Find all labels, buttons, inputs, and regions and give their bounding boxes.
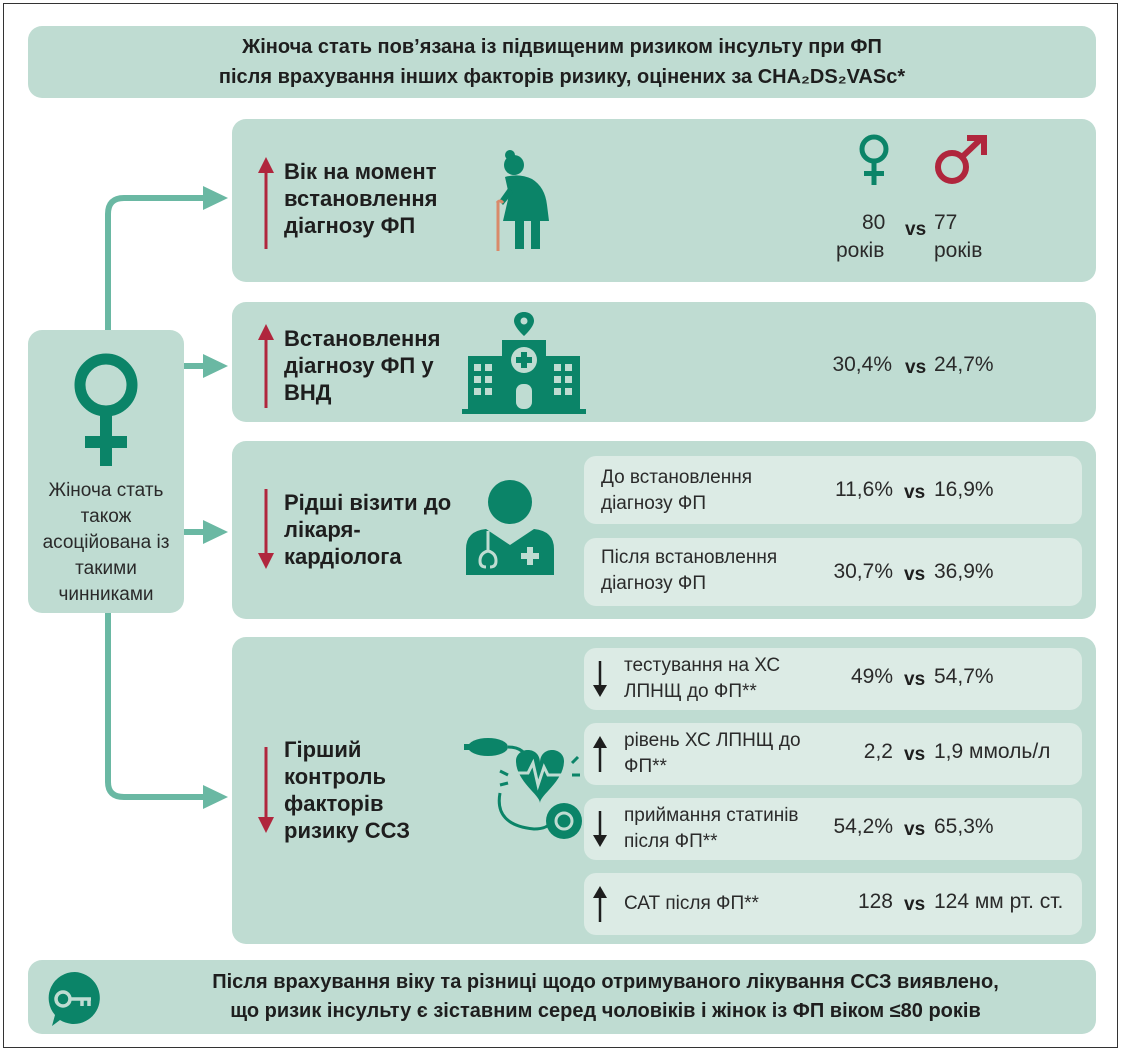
elderly-woman-icon — [495, 150, 549, 251]
item-male-value: 54,7% — [934, 665, 994, 688]
arrow-down-icon — [258, 747, 274, 833]
row-age-female-unit: років — [836, 239, 885, 262]
vs-label: vs — [904, 669, 926, 690]
female-factor-text: Жіноча стать також асоційована із такими… — [42, 480, 170, 605]
item-male-value: 36,9% — [934, 560, 994, 583]
item-female-value: 128 — [857, 890, 893, 913]
figure-frame — [3, 3, 1118, 1048]
arrow-down-icon — [593, 811, 607, 847]
title-line-2: після врахування інших факторів ризику, … — [218, 66, 906, 88]
item-male-value: 65,3% — [934, 815, 994, 838]
male-symbol-icon — [935, 135, 987, 184]
item-female-value: 54,2% — [833, 815, 893, 838]
item-label: рівень ХС ЛПНЩ до ФП** — [624, 730, 801, 777]
item-female-value: 49% — [850, 665, 893, 688]
vs-label: vs — [904, 564, 926, 585]
row-hospital-male-value: 24,7% — [934, 353, 994, 376]
row-risk-control-panel: Гірший контроль факторів ризику ССЗ тест… — [232, 637, 1096, 944]
arrow-down-icon — [593, 661, 607, 697]
item-male-value: 124 мм рт. ст. — [934, 890, 1064, 913]
item-male-value: 16,9% — [934, 478, 994, 501]
arrow-up-icon — [258, 157, 274, 249]
vs-label: vs — [905, 219, 927, 240]
item-male-value: 1,9 ммоль/л — [934, 740, 1051, 763]
item-female-value: 11,6% — [835, 478, 893, 501]
row-age-panel: Вік на момент встановлення діагнозу ФП 8… — [232, 119, 1096, 282]
risk-item-ldl-level: рівень ХС ЛПНЩ до ФП** 2,2 vs 1,9 ммоль/… — [584, 723, 1082, 785]
vs-label: vs — [904, 744, 926, 765]
cardiologist-before-item: До встановлення діагнозу ФП 11,6% vs 16,… — [584, 456, 1082, 524]
item-label: тестування на ХС ЛПНЩ до ФП** — [624, 655, 781, 702]
item-label: САТ після ФП** — [624, 893, 759, 914]
item-label: До встановлення діагнозу ФП — [601, 467, 753, 514]
arrow-down-icon — [258, 489, 274, 569]
risk-item-sbp: САТ після ФП** 128 vs 124 мм рт. ст. — [584, 873, 1082, 935]
key-icon — [48, 971, 100, 1026]
risk-item-ldl-testing: тестування на ХС ЛПНЩ до ФП** 49% vs 54,… — [584, 648, 1082, 710]
row-age-female-value: 80 — [862, 211, 886, 234]
conclusion-line-2: що ризик інсульту є зіставним серед чоло… — [230, 1000, 981, 1022]
row-cardiologist-panel: Рідші візити до лікаря-кардіолога До вст… — [232, 441, 1096, 619]
doctor-icon — [466, 480, 554, 575]
item-label: приймання статинів після ФП** — [624, 805, 799, 852]
female-factor-panel: Жіноча стать також асоційована із такими… — [28, 330, 184, 613]
vs-label: vs — [904, 482, 926, 503]
vs-label: vs — [904, 819, 926, 840]
arrow-up-icon — [593, 736, 607, 772]
female-symbol-icon — [74, 353, 138, 466]
blood-pressure-heart-icon — [464, 738, 582, 839]
vs-label: vs — [904, 894, 926, 915]
item-female-value: 30,7% — [833, 560, 893, 583]
row-hospital-female-value: 30,4% — [832, 353, 892, 376]
item-label: Після встановлення діагнозу ФП — [601, 547, 778, 594]
female-symbol-icon — [859, 134, 889, 185]
hospital-icon — [462, 312, 586, 414]
conclusion-banner: Після врахування віку та різниці щодо от… — [28, 960, 1096, 1034]
row-age-male-unit: років — [934, 239, 983, 262]
conclusion-line-1: Після врахування віку та різниці щодо от… — [212, 971, 999, 993]
row-cardiologist-title: Рідші візити до лікаря-кардіолога — [284, 490, 452, 569]
row-age-title: Вік на момент встановлення діагнозу ФП — [284, 159, 438, 238]
arrow-up-icon — [258, 324, 274, 408]
row-hospital-panel: Встановлення діагнозу ФП у ВНД 30,4% vs … — [232, 302, 1096, 422]
vs-label: vs — [905, 357, 927, 378]
arrow-up-icon — [593, 886, 607, 922]
row-risk-control-title: Гірший контроль факторів ризику ССЗ — [284, 737, 411, 843]
title-line-1: Жіноча стать пов’язана із підвищеним риз… — [242, 36, 882, 58]
row-hospital-title: Встановлення діагнозу ФП у ВНД — [284, 326, 441, 405]
item-female-value: 2,2 — [863, 740, 893, 763]
row-age-male-value: 77 — [934, 211, 958, 234]
conclusion-text: Після врахування віку та різниці щодо от… — [133, 968, 1078, 1026]
title-banner: Жіноча стать пов’язана із підвищеним риз… — [28, 26, 1096, 98]
risk-item-statins: приймання статинів після ФП** 54,2% vs 6… — [584, 798, 1082, 860]
cardiologist-after-item: Після встановлення діагнозу ФП 30,7% vs … — [584, 538, 1082, 606]
